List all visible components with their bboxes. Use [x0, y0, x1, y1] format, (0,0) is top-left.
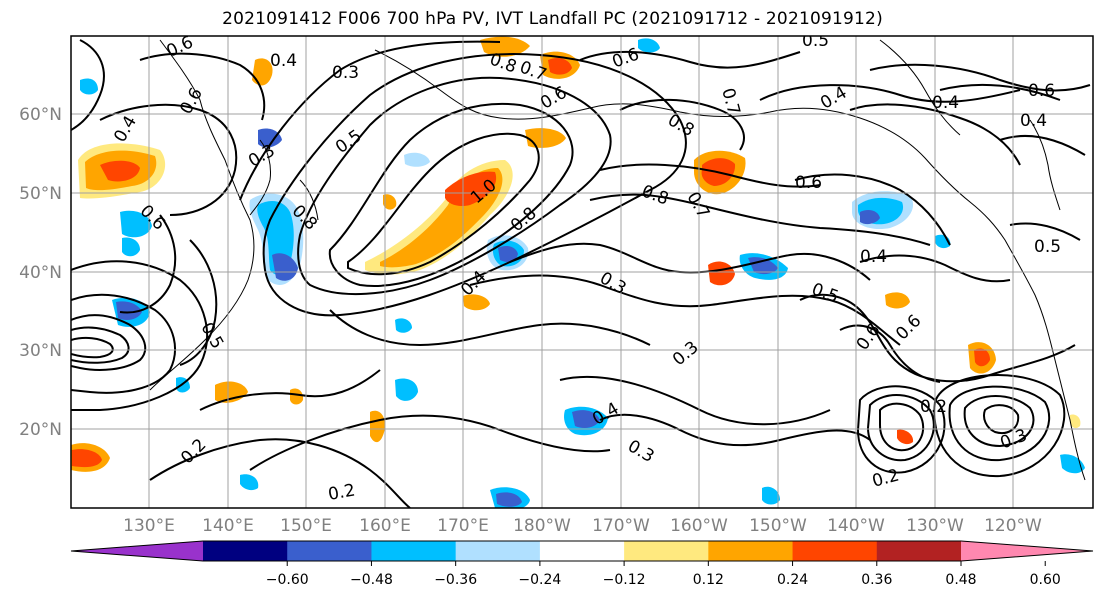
- longitude-labels: 130°E 140°E 150°E 160°E 170°E 180°W 170°…: [123, 516, 1042, 536]
- lon-label: 120°W: [984, 516, 1042, 536]
- contour-label: 0.4: [932, 93, 959, 113]
- lat-label: 40°N: [19, 263, 62, 283]
- lon-label: 130°E: [123, 516, 175, 536]
- colorbar-tick-label: −0.36: [434, 572, 477, 588]
- coastlines: [149, 39, 1086, 481]
- colorbar-segment: [287, 541, 372, 561]
- contour-label: 0.4: [1020, 111, 1047, 131]
- map-area: 0.6 0.4 0.3 0.8 0.7 0.6 0.5 0.8 0.7 0.6 …: [71, 31, 1093, 508]
- colorbar-segment: [371, 541, 457, 561]
- colorbar-tick-label: 0.12: [693, 572, 724, 588]
- colorbar-tick-label: 0.36: [861, 572, 892, 588]
- colorbar-tick-label: 0.60: [1030, 572, 1061, 588]
- plot-title: 2021091412 F006 700 hPa PV, IVT Landfall…: [222, 9, 883, 29]
- lon-label: 170°W: [592, 516, 650, 536]
- lat-label: 60°N: [19, 105, 62, 125]
- contour-label: 0.2: [920, 397, 947, 417]
- lon-label: 140°E: [202, 516, 254, 536]
- colorbar-tick-label: −0.48: [350, 572, 393, 588]
- contour-label: 0.2: [327, 481, 357, 505]
- colorbar-tick-label: −0.24: [518, 572, 561, 588]
- colorbar-segment: [708, 541, 794, 561]
- colorbar-tick-label: −0.12: [603, 572, 646, 588]
- colorbar-tick-label: −0.60: [266, 572, 309, 588]
- contour-label: 0.5: [802, 31, 829, 51]
- colorbar: −0.60 −0.48 −0.36 −0.24 −0.12 0.12 0.24 …: [70, 540, 1094, 588]
- gridlines: [71, 36, 1093, 508]
- colorbar-outline: [70, 540, 1094, 562]
- lon-label: 170°E: [437, 516, 489, 536]
- contour-label: 0.6: [1028, 81, 1055, 101]
- contour-label: 0.6: [795, 173, 822, 193]
- colorbar-segment: [792, 541, 878, 561]
- colorbar-segment: [71, 541, 203, 561]
- latitude-labels: 20°N 30°N 40°N 50°N 60°N: [19, 105, 62, 440]
- lat-label: 20°N: [19, 420, 62, 440]
- colorbar-segment: [961, 541, 1093, 561]
- map-frame: [70, 35, 1094, 509]
- lon-label: 160°E: [359, 516, 411, 536]
- lon-label: 150°W: [749, 516, 807, 536]
- lon-label: 130°W: [906, 516, 964, 536]
- lon-label: 140°W: [827, 516, 885, 536]
- lat-label: 30°N: [19, 341, 62, 361]
- lon-label: 160°W: [670, 516, 728, 536]
- colorbar-tick-label: 0.48: [945, 572, 976, 588]
- contour-label: 0.5: [1034, 237, 1061, 257]
- colorbar-segment: [455, 541, 541, 561]
- contour-label: 0.4: [860, 247, 887, 267]
- colorbar-segment: [539, 541, 625, 561]
- negative-pv-shading: [80, 38, 1085, 508]
- colorbar-tick-label: 0.24: [777, 572, 808, 588]
- colorbar-ticks: [286, 561, 1046, 566]
- contour-label: 0.4: [270, 51, 297, 71]
- lon-label: 180°W: [513, 516, 571, 536]
- colorbar-segment: [876, 541, 962, 561]
- contour-label: 0.3: [332, 63, 359, 83]
- lon-label: 150°E: [280, 516, 332, 536]
- colorbar-segment: [203, 541, 288, 561]
- colorbar-segment: [624, 541, 709, 561]
- lat-label: 50°N: [19, 184, 62, 204]
